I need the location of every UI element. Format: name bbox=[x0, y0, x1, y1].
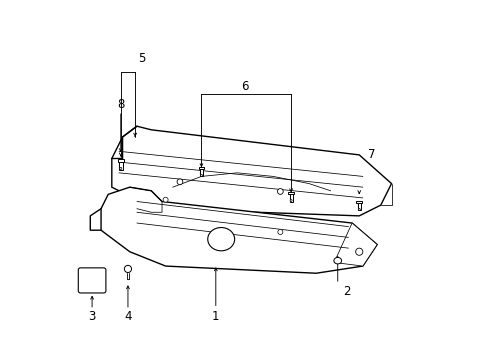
Circle shape bbox=[277, 229, 282, 234]
Circle shape bbox=[289, 199, 291, 201]
Text: 3: 3 bbox=[88, 310, 96, 323]
Circle shape bbox=[177, 179, 183, 185]
FancyBboxPatch shape bbox=[357, 202, 360, 211]
Circle shape bbox=[120, 167, 122, 170]
Text: 1: 1 bbox=[212, 310, 219, 323]
Circle shape bbox=[163, 197, 168, 202]
Ellipse shape bbox=[333, 257, 341, 264]
FancyBboxPatch shape bbox=[118, 159, 123, 162]
Circle shape bbox=[124, 265, 131, 273]
Polygon shape bbox=[101, 187, 376, 273]
Text: 7: 7 bbox=[367, 148, 375, 161]
FancyBboxPatch shape bbox=[119, 161, 122, 170]
FancyBboxPatch shape bbox=[289, 193, 292, 202]
Circle shape bbox=[355, 248, 362, 255]
FancyBboxPatch shape bbox=[356, 201, 362, 203]
FancyBboxPatch shape bbox=[198, 167, 204, 169]
Text: 5: 5 bbox=[138, 51, 146, 64]
Polygon shape bbox=[333, 223, 376, 266]
Text: 4: 4 bbox=[124, 310, 131, 323]
Circle shape bbox=[358, 208, 360, 210]
Polygon shape bbox=[112, 126, 391, 216]
Circle shape bbox=[200, 174, 202, 176]
Ellipse shape bbox=[207, 228, 234, 251]
Text: 6: 6 bbox=[240, 80, 248, 93]
Text: 8: 8 bbox=[117, 98, 124, 111]
FancyBboxPatch shape bbox=[200, 168, 203, 176]
FancyBboxPatch shape bbox=[287, 192, 293, 194]
FancyBboxPatch shape bbox=[78, 268, 106, 293]
Circle shape bbox=[277, 189, 283, 194]
Text: 2: 2 bbox=[343, 285, 350, 298]
